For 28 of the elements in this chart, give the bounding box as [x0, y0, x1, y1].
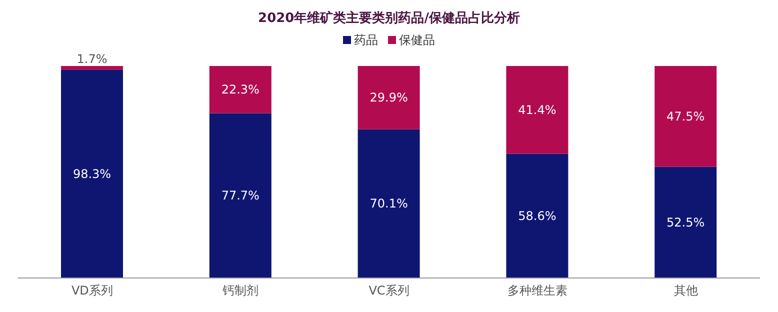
bar — [209, 66, 272, 114]
bar — [654, 166, 717, 278]
x-tick-label: 钙制剂 — [222, 284, 259, 298]
data-label: 1.7% — [76, 52, 108, 66]
data-label: 52.5% — [666, 215, 705, 230]
data-label: 98.3% — [72, 166, 112, 181]
data-label: 47.5% — [666, 109, 705, 124]
data-label: 41.4% — [518, 102, 556, 117]
x-tick-label: VC系列 — [368, 284, 410, 298]
chart-title: 2020年维矿类主要类别药品/保健品占比分析 — [257, 10, 521, 28]
bar — [209, 113, 272, 278]
legend-label: 药品 — [353, 32, 378, 48]
data-label: 70.1% — [370, 196, 408, 211]
data-label: 77.7% — [221, 188, 260, 203]
legend-label: 保健品 — [398, 32, 435, 48]
bar — [61, 70, 123, 278]
bar — [654, 66, 717, 167]
x-tick-label: 其他 — [674, 284, 698, 298]
data-label: 29.9% — [370, 90, 408, 105]
data-label: 58.6% — [518, 208, 556, 223]
bar — [358, 66, 420, 130]
bar — [506, 66, 568, 154]
data-label: 22.3% — [221, 82, 260, 97]
bar — [506, 154, 568, 278]
bar — [358, 129, 420, 278]
x-tick-label: VD系列 — [71, 284, 113, 298]
bar — [61, 66, 123, 70]
x-tick-label: 多种维生素 — [507, 284, 568, 298]
